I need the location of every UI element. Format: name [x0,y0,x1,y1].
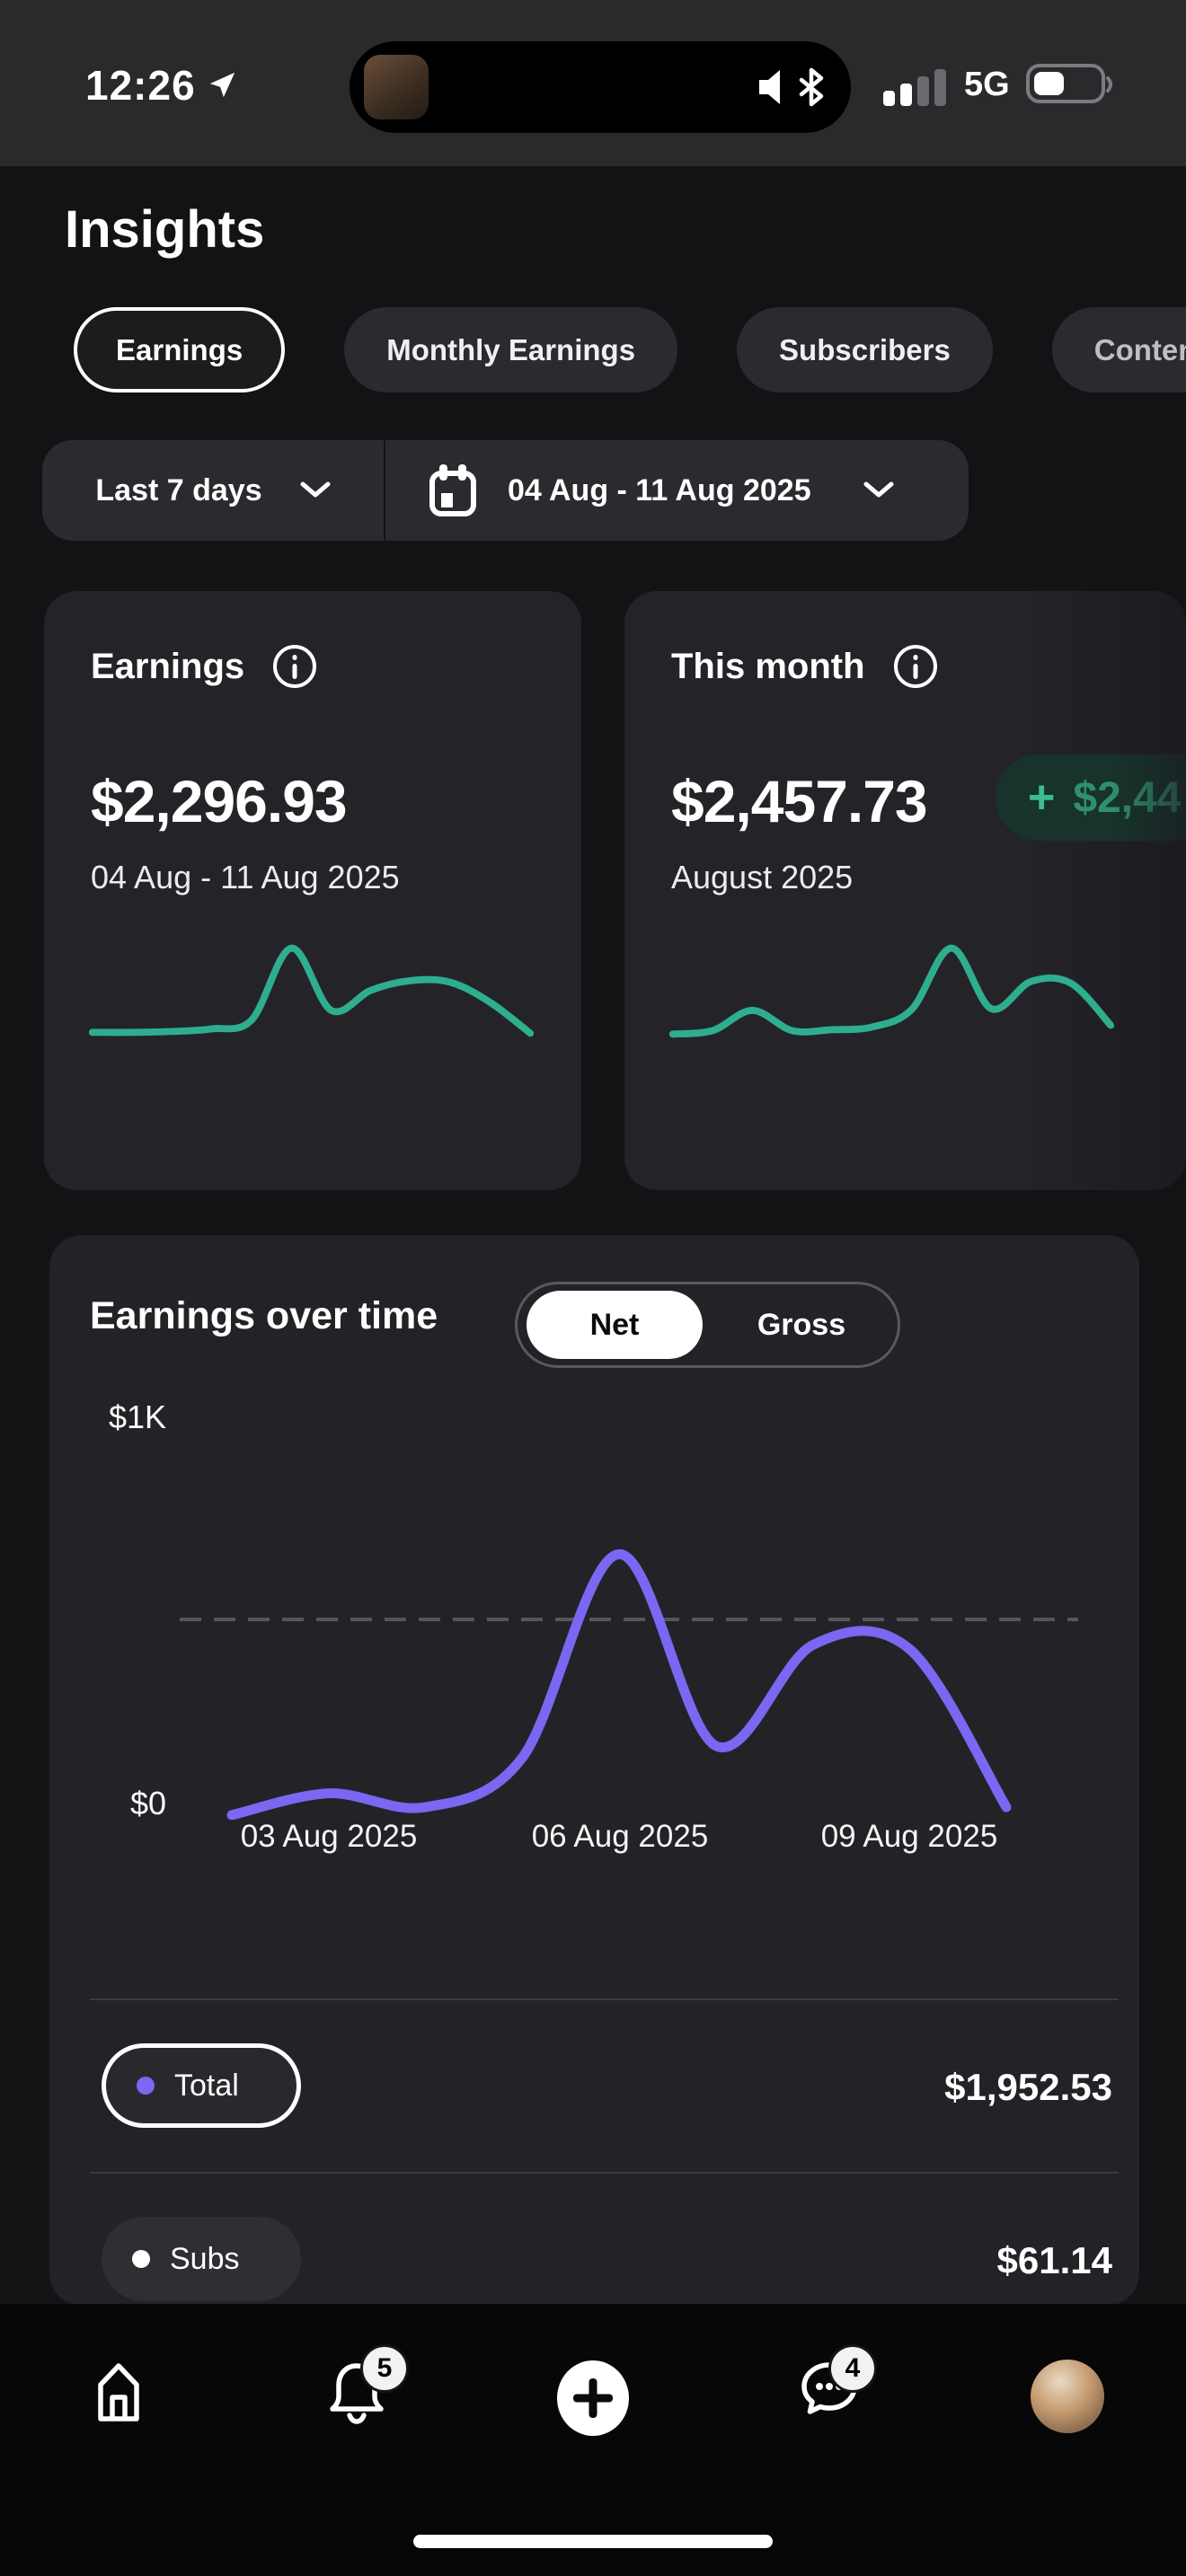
range-select[interactable]: Last 7 days [42,440,385,541]
total-value: $1,952.53 [944,2066,1112,2108]
range-select-label: Last 7 days [95,472,262,507]
now-playing-artwork [364,55,429,119]
info-circle-icon[interactable] [892,643,939,690]
y-axis-max-label: $1K [108,1398,166,1435]
dynamic-island[interactable] [350,41,851,133]
notifications-badge: 5 [360,2344,409,2393]
battery-icon [1025,64,1112,103]
plus-icon: + [1028,772,1056,824]
spark-earnings-path [88,944,535,1037]
month-gain-badge: + $2,44 [996,754,1186,841]
location-arrow-icon [209,72,235,98]
earnings-card-subtitle: 04 Aug - 11 Aug 2025 [91,859,400,895]
this-month-sparkline-chart [668,944,1115,1038]
this-month-card-value: $2,457.73 [671,768,928,834]
subs-value: $61.14 [996,2239,1112,2281]
net-line-path [226,1548,1012,1821]
date-range-label: 04 Aug - 11 Aug 2025 [508,472,811,507]
filter-bar: Last 7 days 04 Aug - 11 Aug 2025 [42,440,969,541]
chevron-down-icon [300,481,331,498]
tab-content-label: Content [1093,332,1186,366]
tab-monthly-earnings[interactable]: Monthly Earnings [344,307,678,393]
info-circle-icon[interactable] [271,643,318,690]
page-title: Insights [65,200,265,259]
toggle-option-gross[interactable]: Gross [757,1307,846,1342]
speaker-bluetooth-icon [759,67,824,107]
total-series-dot [137,2077,155,2095]
legend-toggle-total[interactable]: Total [102,2043,301,2128]
legend-divider [90,2172,1119,2174]
tab-subscribers-label: Subscribers [779,332,951,366]
tab-subscribers[interactable]: Subscribers [737,307,993,393]
nav-profile-button[interactable] [1031,2360,1104,2433]
y-axis-min-label: $0 [129,1785,166,1822]
home-icon [98,2363,139,2422]
chevron-down-icon [863,481,894,498]
earnings-card-value: $2,296.93 [91,768,348,834]
legend-divider [90,1998,1119,2000]
tab-earnings-label: Earnings [116,332,243,366]
network-type-label: 5G [964,65,1010,103]
this-month-card-subtitle: August 2025 [671,859,854,895]
status-right-cluster: 5G [883,63,1116,106]
earnings-summary-card[interactable]: Earnings $2,296.93 04 Aug - 11 Aug 2025 [44,591,581,1190]
status-time: 12:26 [85,61,237,110]
earnings-sparkline-chart [88,944,535,1037]
subs-series-dot [132,2250,150,2268]
bottom-navigation: 5 4 [0,2304,1186,2576]
signal-bars-icon [883,69,946,106]
net-gross-toggle[interactable]: Net Gross [515,1282,900,1368]
status-bar: 12:26 5G [0,0,1186,166]
toggle-option-net[interactable]: Net [527,1291,703,1359]
plus-icon [557,2360,629,2436]
date-range-select[interactable]: 04 Aug - 11 Aug 2025 [385,464,969,516]
earnings-over-time-card: Earnings over time Net Gross $1K $0 03 A… [49,1235,1139,2306]
home-indicator[interactable] [413,2535,773,2548]
earnings-card-title: Earnings [91,646,245,686]
calendar-icon [429,464,476,516]
tab-monthly-earnings-label: Monthly Earnings [386,332,636,366]
legend-total-label: Total [174,2068,239,2103]
tab-earnings[interactable]: Earnings [74,307,286,393]
legend-subs-label: Subs [170,2241,240,2276]
x-tick-label: 06 Aug 2025 [531,1819,709,1854]
spark-month-path [668,944,1115,1038]
net-earnings-line-chart [180,1548,1078,1821]
avatar [1031,2360,1104,2433]
legend-toggle-subs[interactable]: Subs [102,2217,301,2301]
clock-text: 12:26 [85,62,196,109]
insights-tab-bar: Earnings Monthly Earnings Subscribers Co… [74,307,1186,393]
messages-badge: 4 [828,2344,877,2393]
this-month-summary-card[interactable]: This month $2,457.73 + $2,44 August 2025 [624,591,1186,1190]
nav-create-button[interactable] [555,2360,631,2441]
earnings-over-time-title: Earnings over time [90,1294,438,1337]
x-tick-label: 09 Aug 2025 [820,1819,998,1854]
x-tick-label: 03 Aug 2025 [240,1819,418,1854]
this-month-card-title: This month [671,646,865,686]
nav-home-button[interactable] [87,2360,150,2427]
month-gain-value: $2,44 [1073,773,1182,822]
tab-content[interactable]: Content [1051,307,1186,393]
